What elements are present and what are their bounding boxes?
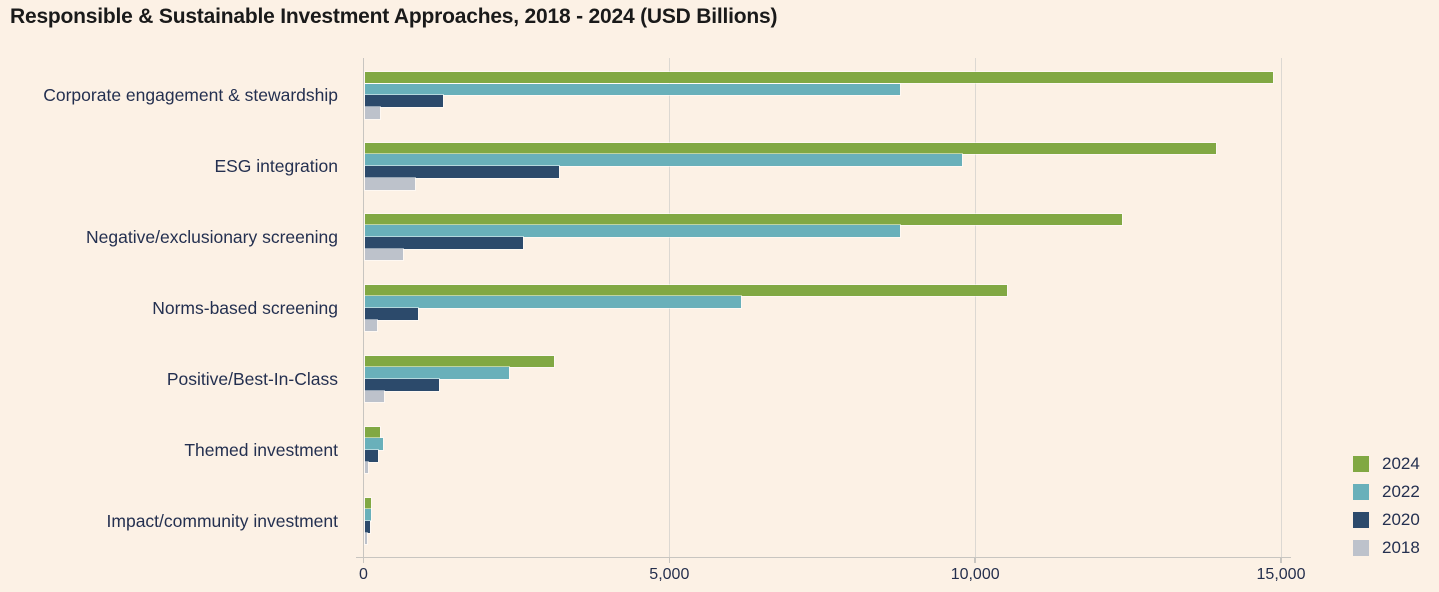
legend-item-2024: 2024 <box>1353 454 1420 474</box>
legend-swatch-2022 <box>1353 483 1369 500</box>
y-axis-line <box>362 58 365 557</box>
bar-2024 <box>364 284 1007 297</box>
legend-label: 2024 <box>1382 453 1420 473</box>
category-label: Positive/Best-In-Class <box>166 369 338 389</box>
bar-2020 <box>364 379 440 391</box>
x-tick-label: 5,000 <box>649 566 690 583</box>
bar-2022 <box>364 367 509 379</box>
bar-2024 <box>364 71 1273 84</box>
x-axis-tick <box>974 557 976 563</box>
bar-2020 <box>364 95 443 107</box>
x-axis-line <box>356 557 1291 558</box>
category-label: Corporate engagement & stewardship <box>43 85 338 106</box>
bar-2022 <box>364 154 963 167</box>
legend-swatch-2024 <box>1353 455 1369 472</box>
bar-2022 <box>364 509 371 521</box>
bar-2018 <box>364 461 368 474</box>
bar-2018 <box>364 319 377 332</box>
bar-2022 <box>364 438 383 450</box>
category-label: Norms-based screening <box>152 298 338 319</box>
bar-2018 <box>364 390 385 403</box>
bar-2018 <box>364 532 367 545</box>
category-label: Negative/exclusionary screening <box>86 227 338 248</box>
x-axis-tick <box>1280 557 1282 563</box>
bar-2020 <box>364 520 370 533</box>
bar-2020 <box>364 166 559 178</box>
bar-2020 <box>364 449 378 462</box>
x-axis-tick <box>668 557 671 563</box>
bar-2024 <box>364 497 372 510</box>
bar-2018 <box>364 106 380 119</box>
bar-2024 <box>364 213 1123 226</box>
bar-2022 <box>364 296 742 309</box>
category-label: Themed investment <box>184 439 338 460</box>
gridline-10,000 <box>975 58 977 557</box>
bar-2018 <box>364 248 404 261</box>
x-tick-label: 15,000 <box>1256 566 1306 583</box>
gridline-15,000 <box>1281 58 1282 557</box>
x-axis-tick <box>362 557 365 563</box>
x-tick-label: 10,000 <box>950 566 1000 583</box>
bar-2018 <box>364 177 416 190</box>
legend-item-2020: 2020 <box>1353 510 1420 530</box>
bar-2024 <box>364 426 381 439</box>
legend-swatch-2020 <box>1353 511 1369 528</box>
bar-2022 <box>364 83 900 96</box>
legend-item-2018: 2018 <box>1353 538 1420 558</box>
legend-swatch-2018 <box>1353 539 1369 556</box>
bar-2024 <box>364 355 555 368</box>
bar-2020 <box>364 308 419 320</box>
legend-label: 2020 <box>1382 509 1420 529</box>
category-label: Impact/community investment <box>106 510 338 531</box>
legend-label: 2018 <box>1382 537 1420 557</box>
bar-2020 <box>364 237 523 249</box>
bar-2024 <box>364 142 1216 155</box>
category-label: ESG integration <box>214 156 338 177</box>
chart-title: Responsible & Sustainable Investment App… <box>10 5 778 28</box>
x-tick-label: 0 <box>359 566 368 583</box>
bar-2022 <box>364 225 900 238</box>
legend-label: 2022 <box>1382 481 1420 501</box>
legend-item-2022: 2022 <box>1353 482 1420 502</box>
